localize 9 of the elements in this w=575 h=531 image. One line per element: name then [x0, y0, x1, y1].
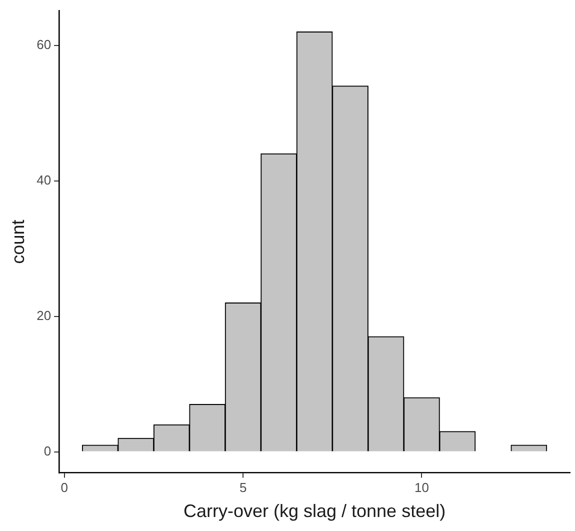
y-tick-label: 60: [36, 36, 52, 52]
x-tick-label: 5: [239, 480, 247, 496]
y-axis-title: count: [8, 220, 28, 264]
y-tick-label: 40: [36, 172, 52, 188]
y-tick-label: 20: [36, 308, 52, 323]
x-tick-label: 0: [60, 480, 68, 496]
x-tick-label: 10: [414, 480, 429, 496]
y-tick-label: 0: [44, 443, 52, 458]
x-axis-title: Carry-over (kg slag / tonne steel): [183, 501, 446, 522]
